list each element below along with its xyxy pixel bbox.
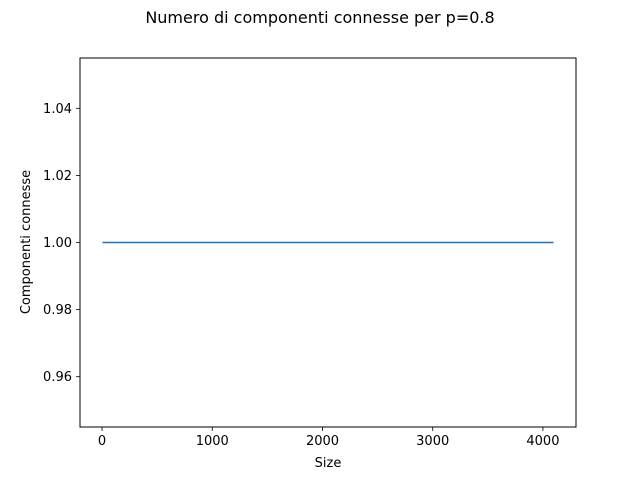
x-tick-label: 3000 xyxy=(416,434,449,449)
y-axis: 0.96 0.98 1.00 1.02 1.04 xyxy=(43,102,80,385)
chart-title: Numero di componenti connesse per p=0.8 xyxy=(145,8,494,27)
y-axis-label: Componenti connesse xyxy=(19,170,34,314)
y-tick-label: 1.02 xyxy=(43,169,72,184)
y-tick-label: 1.04 xyxy=(43,102,72,117)
x-tick-label: 0 xyxy=(98,434,106,449)
y-tick-label: 1.00 xyxy=(43,236,72,251)
x-tick-label: 2000 xyxy=(306,434,339,449)
x-tick-label: 1000 xyxy=(196,434,229,449)
y-tick-label: 0.96 xyxy=(43,370,72,385)
y-tick-label: 0.98 xyxy=(43,303,72,318)
x-axis: 0 1000 2000 3000 4000 xyxy=(98,427,559,449)
x-tick-label: 4000 xyxy=(526,434,559,449)
x-axis-label: Size xyxy=(315,456,342,471)
